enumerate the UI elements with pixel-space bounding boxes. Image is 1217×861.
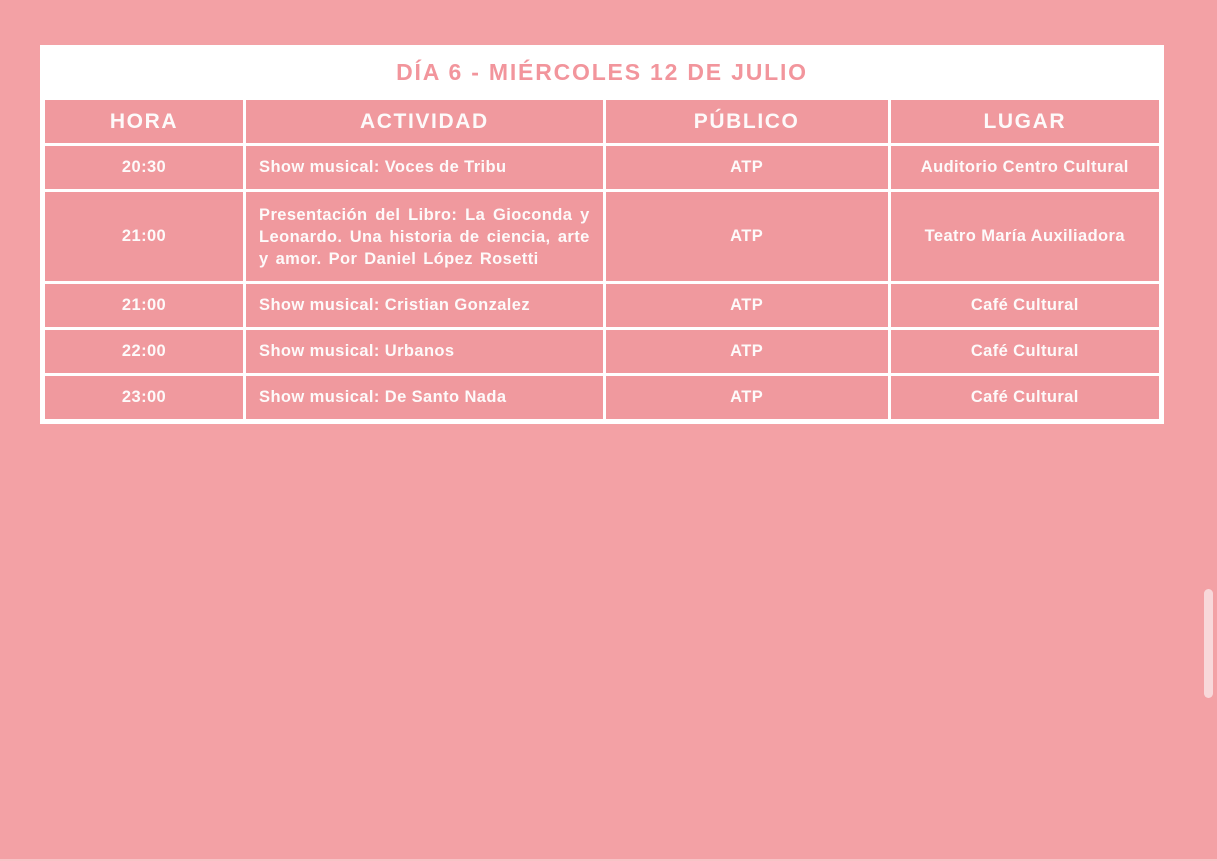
table-row: 21:00 Show musical: Cristian Gonzalez AT… [41,281,1163,330]
hora-cell: 20:30 [41,143,247,192]
publico-cell: ATP [602,189,891,284]
publico-cell: ATP [602,327,891,376]
publico-cell: ATP [602,373,891,422]
column-header-lugar: LUGAR [887,97,1163,146]
hora-cell: 21:00 [41,189,247,284]
actividad-cell: Show musical: Cristian Gonzalez [243,281,606,330]
column-header-publico: PÚBLICO [602,97,891,146]
schedule-grid: HORA ACTIVIDAD PÚBLICO LUGAR 20:30 Show … [41,97,1163,422]
lugar-cell: Café Cultural [887,327,1163,376]
hora-cell: 23:00 [41,373,247,422]
lugar-cell: Teatro María Auxiliadora [887,189,1163,284]
actividad-cell: Show musical: Voces de Tribu [243,143,606,192]
schedule-table: DÍA 6 - MIÉRCOLES 12 DE JULIO HORA ACTIV… [40,45,1164,424]
table-row: 20:30 Show musical: Voces de Tribu ATP A… [41,143,1163,192]
hora-cell: 21:00 [41,281,247,330]
table-row: 22:00 Show musical: Urbanos ATP Café Cul… [41,327,1163,376]
column-header-actividad: ACTIVIDAD [243,97,606,146]
actividad-cell: Show musical: De Santo Nada [243,373,606,422]
header-row: HORA ACTIVIDAD PÚBLICO LUGAR [41,97,1163,146]
table-title-band: DÍA 6 - MIÉRCOLES 12 DE JULIO [42,47,1162,97]
publico-cell: ATP [602,143,891,192]
lugar-cell: Café Cultural [887,281,1163,330]
actividad-cell: Presentación del Libro: La Gioconda y Le… [243,189,606,284]
actividad-cell: Show musical: Urbanos [243,327,606,376]
publico-cell: ATP [602,281,891,330]
lugar-cell: Café Cultural [887,373,1163,422]
table-row: 23:00 Show musical: De Santo Nada ATP Ca… [41,373,1163,422]
bottom-edge-line [0,859,1217,861]
column-header-hora: HORA [41,97,247,146]
table-row: 21:00 Presentación del Libro: La Giocond… [41,189,1163,284]
table-title: DÍA 6 - MIÉRCOLES 12 DE JULIO [396,58,808,85]
hora-cell: 22:00 [41,327,247,376]
scrollbar-thumb[interactable] [1204,589,1213,698]
lugar-cell: Auditorio Centro Cultural [887,143,1163,192]
